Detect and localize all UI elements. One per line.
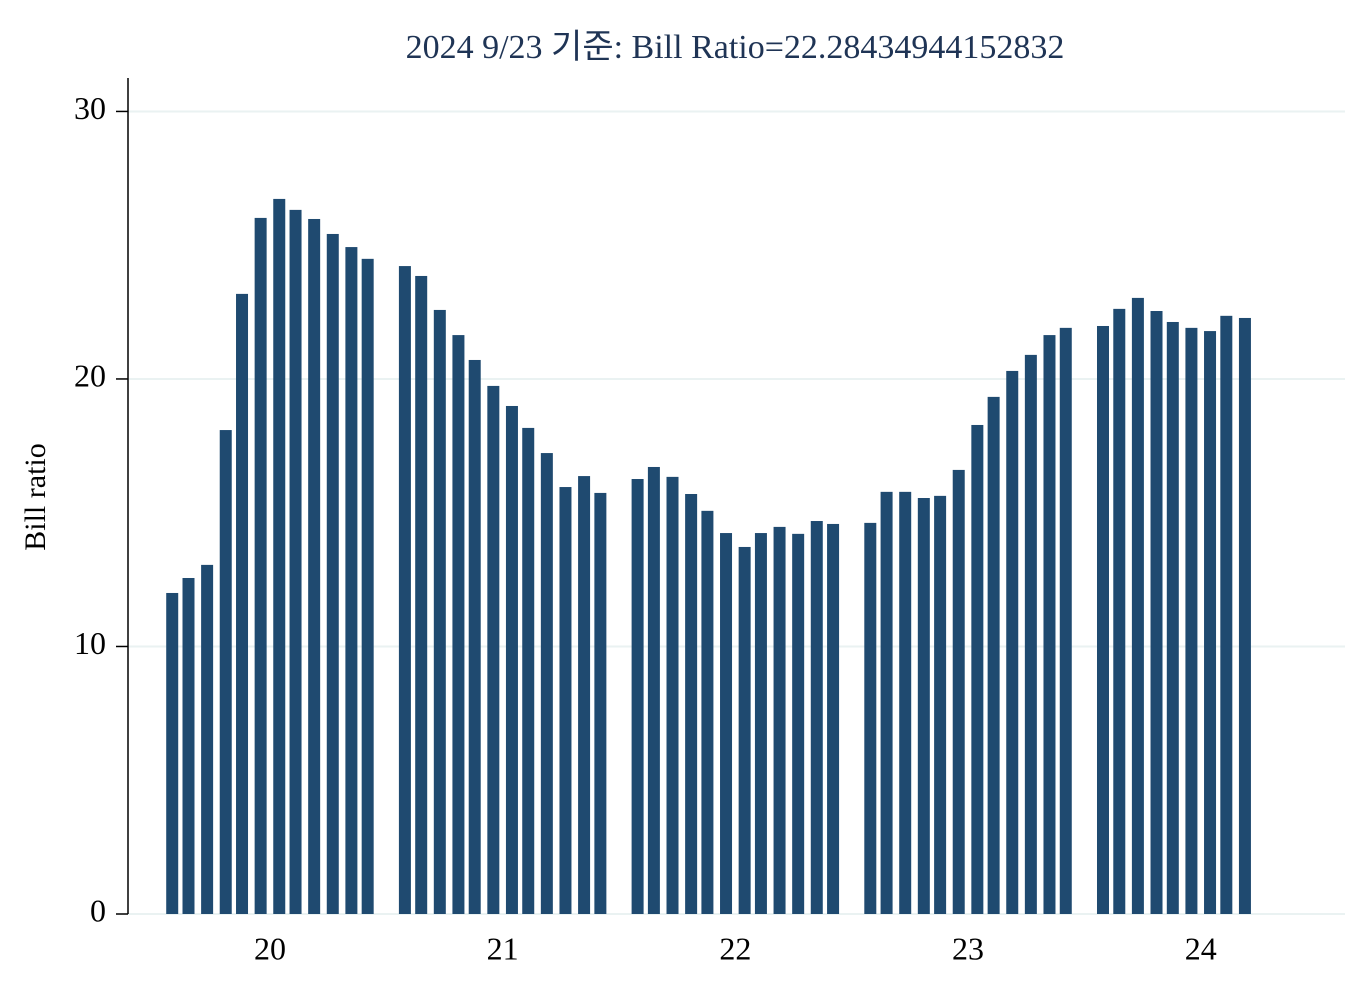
bar [361, 258, 374, 914]
bar [827, 523, 840, 914]
y-tick-label: 0 [90, 892, 106, 928]
bar [326, 233, 339, 914]
bar [647, 466, 660, 914]
bar [1024, 354, 1037, 915]
bar [236, 293, 249, 914]
bar [219, 430, 232, 914]
x-tick-label: 21 [487, 930, 519, 966]
bar [810, 521, 823, 914]
bar [864, 522, 877, 914]
bar [666, 476, 679, 914]
bar [1043, 335, 1056, 914]
bar [971, 424, 984, 914]
bar [522, 427, 535, 914]
bar [917, 498, 930, 914]
bar [273, 198, 286, 914]
bar [540, 453, 553, 914]
bar [433, 309, 446, 915]
bar [701, 510, 714, 914]
y-tick-label: 30 [74, 90, 106, 126]
bar [452, 335, 465, 914]
x-tick-label: 23 [952, 930, 984, 966]
bar [738, 546, 751, 914]
bar [987, 396, 1000, 914]
bar [468, 359, 481, 915]
bar [1220, 315, 1233, 914]
bar [1006, 370, 1019, 914]
bar [1059, 327, 1072, 915]
x-tick-label: 24 [1185, 930, 1217, 966]
x-tick-label: 20 [254, 930, 286, 966]
bar [720, 533, 733, 914]
bar [1166, 321, 1179, 914]
bar [952, 469, 965, 914]
bar [1185, 327, 1198, 915]
bar [685, 493, 698, 914]
bar [289, 209, 302, 915]
bar [487, 385, 500, 914]
bar [201, 564, 214, 914]
bar [934, 495, 947, 914]
x-tick-label: 22 [719, 930, 751, 966]
bar [166, 592, 179, 914]
bar [345, 247, 358, 915]
y-tick-label: 10 [74, 625, 106, 661]
bar [792, 533, 805, 914]
bar [1238, 317, 1251, 914]
bar [505, 405, 518, 914]
bar [182, 577, 195, 914]
bar [899, 491, 912, 914]
bar [754, 533, 767, 914]
bar [880, 491, 893, 914]
bar [1096, 325, 1109, 914]
bar [415, 275, 428, 914]
bar [578, 476, 591, 914]
bar [1113, 308, 1126, 914]
bar [254, 217, 267, 914]
bar [594, 492, 607, 914]
bar [1150, 311, 1163, 915]
bar [1204, 331, 1217, 914]
y-tick-label: 20 [74, 357, 106, 393]
chart-title: 2024 9/23 기준: Bill Ratio=22.284349441528… [406, 29, 1065, 66]
bar [631, 479, 644, 914]
bar [1131, 297, 1144, 914]
y-axis-label: Bill ratio [19, 443, 52, 551]
bar [773, 526, 786, 914]
bar [308, 218, 321, 915]
bar [559, 487, 572, 914]
bar [398, 266, 411, 915]
